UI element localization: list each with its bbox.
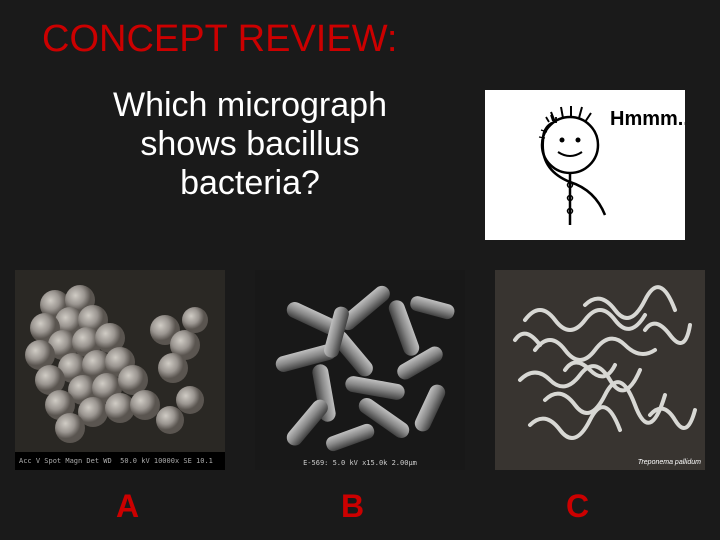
label-b: B [248,488,458,525]
micrograph-a: Acc V Spot Magn Det WD 50.0 kV 10000x SE… [15,270,225,470]
micrograph-a-info: Acc V Spot Magn Det WD 50.0 kV 10000x SE… [15,452,225,470]
slide-title: CONCEPT REVIEW: [0,0,720,61]
micrograph-row: Acc V Spot Magn Det WD 50.0 kV 10000x SE… [15,270,705,470]
question-line-1: Which micrograph [113,86,387,124]
question-line-2: shows bacillus [140,125,359,163]
hmm-text: Hmmm... [610,108,685,130]
question-text: Which micrograph shows bacillus bacteria… [70,86,430,203]
micrograph-b: E-569: 5.0 kV x15.0k 2.00µm [255,270,465,470]
thinking-cartoon: Hmmm... [485,90,685,240]
label-c: C [473,488,683,525]
label-a: A [23,488,233,525]
micrograph-b-info: E-569: 5.0 kV x15.0k 2.00µm [255,456,465,470]
question-line-3: bacteria? [180,164,320,202]
labels-row: A B C [0,488,720,525]
micrograph-c-species: Treponema pallidum [638,459,701,466]
micrograph-c: Treponema pallidum [495,270,705,470]
